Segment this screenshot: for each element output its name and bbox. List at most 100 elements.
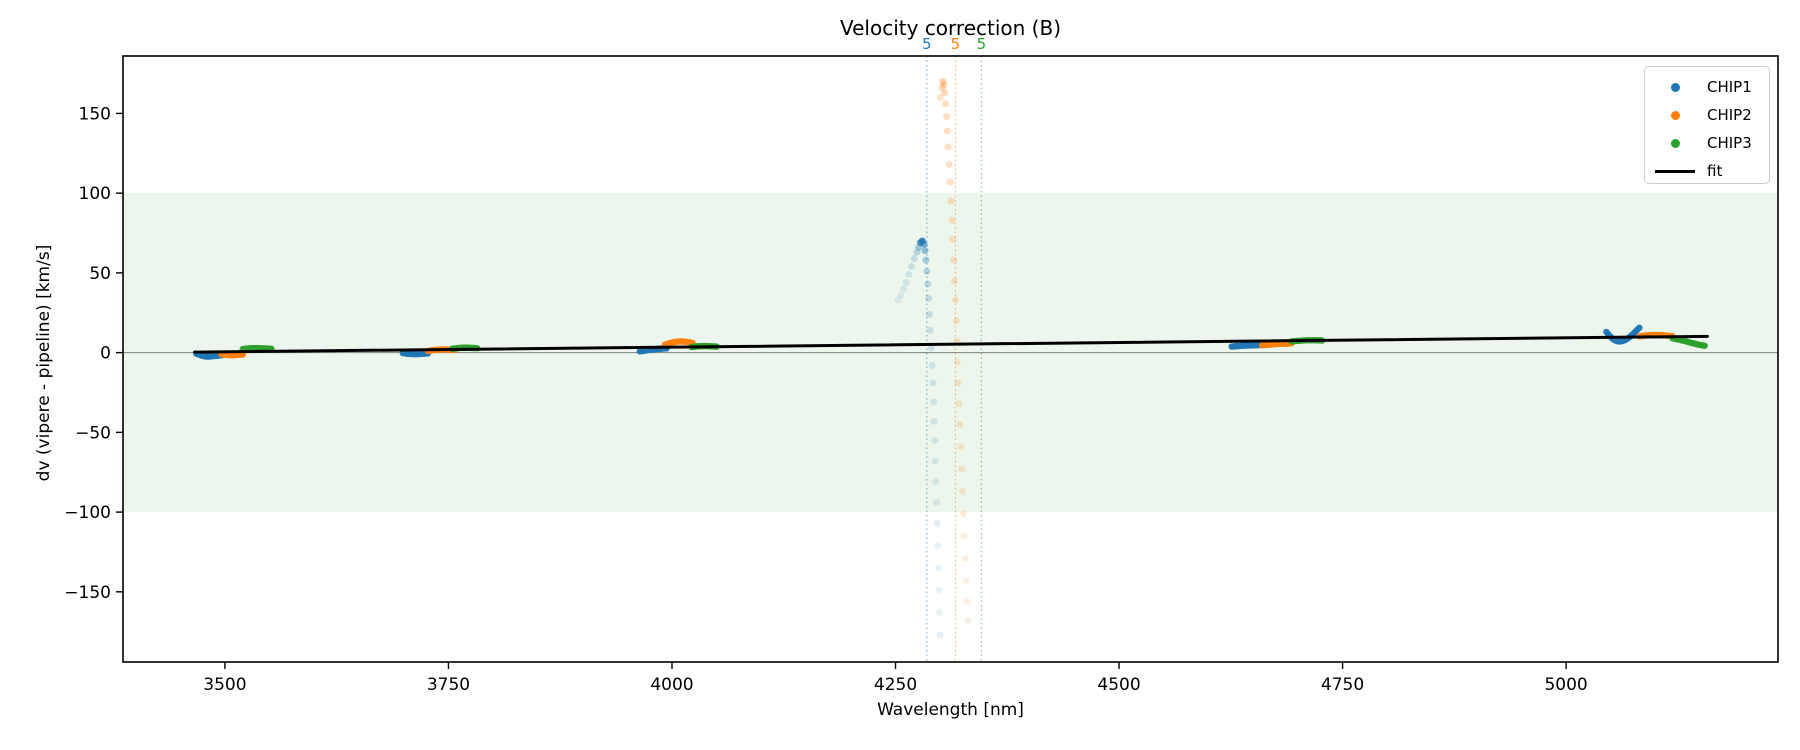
trail-point: [930, 417, 938, 425]
trail-point: [900, 285, 908, 293]
trail-point: [923, 267, 931, 275]
trail-point: [932, 478, 940, 486]
legend-entry-fit: fit: [1645, 157, 1769, 185]
y-tick-label: −100: [64, 503, 111, 523]
order-number-label: 5: [977, 35, 987, 53]
trail-point: [926, 326, 934, 334]
trail-point: [933, 499, 941, 507]
trail-point: [931, 457, 939, 465]
trail-point: [902, 278, 910, 286]
order-number-label: 5: [922, 35, 932, 53]
y-tick-label: 150: [79, 104, 111, 124]
legend-entry-chip3: CHIP3: [1645, 129, 1769, 157]
trail-point: [948, 216, 956, 224]
trail-point: [964, 617, 972, 625]
trail-point: [935, 586, 943, 594]
trail-point: [959, 487, 967, 495]
trail-point: [942, 113, 950, 121]
trail-point: [925, 310, 933, 318]
legend-entry-chip1: CHIP1: [1645, 73, 1769, 101]
x-tick-label: 4000: [650, 675, 693, 695]
trail-point: [958, 465, 966, 473]
trail-point: [897, 291, 905, 299]
trail-point: [962, 577, 970, 585]
series-dot-icon: [1670, 110, 1680, 120]
legend-dot-marker: [1655, 138, 1695, 148]
anomaly-trail-chip1: [894, 237, 944, 639]
order-number-label: 5: [951, 35, 961, 53]
trail-point: [957, 443, 965, 451]
trail-point: [946, 178, 954, 186]
trail-point: [951, 277, 959, 285]
legend-label: fit: [1707, 162, 1723, 180]
trail-point: [933, 519, 941, 527]
trail-point: [950, 256, 958, 264]
fit-line: [193, 334, 1709, 354]
trail-point: [928, 361, 936, 369]
x-tick-label: 3750: [427, 675, 470, 695]
trail-point: [930, 398, 938, 406]
x-axis-label: Wavelength [nm]: [877, 700, 1024, 720]
trail-point: [959, 510, 967, 518]
x-axis-ticks: 3500 3750 4000 4250 4500 4750 5000: [203, 662, 1588, 695]
trail-point: [935, 609, 943, 617]
series-dot-icon: [1670, 138, 1680, 148]
trail-point: [936, 631, 944, 639]
y-tick-label: −50: [75, 423, 111, 443]
x-tick-label: 4500: [1097, 675, 1140, 695]
legend-entry-chip2: CHIP2: [1645, 101, 1769, 129]
legend-dot-marker: [1655, 82, 1695, 92]
trail-point: [924, 280, 932, 288]
trail-point: [929, 379, 937, 387]
trail-point: [949, 235, 957, 243]
trail-point: [963, 597, 971, 605]
trail-point: [936, 93, 944, 101]
trail-point: [956, 420, 964, 428]
legend-dot-marker: [1655, 110, 1695, 120]
trail-point: [894, 296, 902, 304]
y-tick-label: 100: [79, 184, 111, 204]
trail-point: [947, 197, 955, 205]
y-tick-label: 0: [100, 344, 111, 364]
chart-title: Velocity correction (B): [840, 16, 1061, 40]
trail-point: [954, 379, 962, 387]
trail-point: [943, 127, 951, 135]
anomaly-trails: [894, 78, 972, 639]
x-tick-label: 4750: [1321, 675, 1364, 695]
trail-point: [951, 296, 959, 304]
trail-point: [905, 270, 913, 278]
trail-point: [920, 240, 928, 248]
series-dot-icon: [1670, 82, 1680, 92]
scatter-point: [1636, 324, 1643, 331]
x-tick-label: 4250: [874, 675, 917, 695]
y-tick-label: 50: [89, 264, 111, 284]
trail-point: [942, 100, 950, 108]
y-tick-label: −150: [64, 583, 111, 603]
legend-label: CHIP3: [1707, 134, 1752, 152]
trail-point: [941, 89, 949, 97]
trail-point: [939, 78, 947, 86]
trail-point: [908, 263, 916, 271]
anomaly-trail-chip2: [936, 78, 972, 625]
legend: CHIP1 CHIP2 CHIP3 fit: [1644, 66, 1770, 184]
trail-point: [913, 248, 921, 256]
scatter-point: [1701, 342, 1708, 349]
trail-point: [945, 160, 953, 168]
trail-point: [927, 344, 935, 352]
trail-point: [938, 84, 946, 92]
trail-point: [934, 542, 942, 550]
trail-point: [925, 294, 933, 302]
legend-label: CHIP1: [1707, 78, 1752, 96]
y-axis-label: dv (vipere - pipeline) [km/s]: [34, 244, 54, 482]
fit-line-icon: [1655, 169, 1695, 173]
legend-line-marker: [1655, 169, 1695, 173]
y-axis-ticks: 150 100 50 0 −50 −100 −150: [64, 104, 123, 603]
trail-point: [944, 143, 952, 151]
trail-point: [922, 256, 930, 264]
trail-point: [931, 436, 939, 444]
trail-point: [953, 358, 961, 366]
legend-label: CHIP2: [1707, 106, 1752, 124]
trail-point: [952, 317, 960, 325]
